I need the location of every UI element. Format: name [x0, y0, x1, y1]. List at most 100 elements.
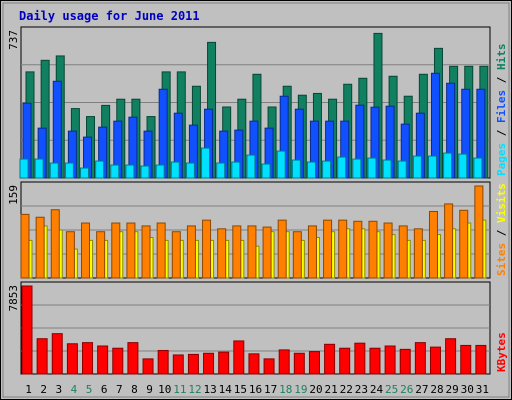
bar-pages-day-4 [64, 162, 74, 179]
bar-kbytes-day-17 [263, 358, 275, 375]
day-label-15: 15 [234, 383, 247, 396]
bar-kbytes-day-27 [414, 342, 426, 375]
legend: Pages / Files / Hits [495, 44, 508, 177]
bar-kbytes-day-11 [172, 354, 184, 375]
bar-pages-day-21 [322, 160, 332, 179]
bar-pages-day-24 [367, 157, 377, 179]
day-label-4: 4 [71, 383, 78, 396]
day-label-14: 14 [219, 383, 233, 396]
legend-sites: Sites [495, 243, 508, 276]
bar-sites-day-7 [111, 222, 121, 279]
bar-pages-day-17 [261, 163, 271, 179]
max-label: 7853 [7, 285, 20, 312]
day-label-24: 24 [370, 383, 384, 396]
day-label-17: 17 [264, 383, 277, 396]
bar-kbytes-day-13 [203, 352, 215, 375]
bar-pages-day-19 [291, 159, 301, 179]
max-label: 737 [7, 30, 20, 50]
bar-sites-day-31 [474, 185, 484, 279]
bar-pages-day-25 [382, 159, 392, 179]
chart-title: Daily usage for June 2011 [19, 9, 200, 23]
bar-pages-day-12 [185, 162, 195, 179]
bar-sites-day-11 [171, 231, 181, 279]
day-label-23: 23 [355, 383, 368, 396]
legend-kbytes: KBytes [495, 332, 508, 372]
bar-pages-day-26 [397, 160, 407, 179]
bar-sites-day-2 [35, 216, 45, 279]
day-label-18: 18 [279, 383, 292, 396]
day-label-7: 7 [116, 383, 123, 396]
bar-kbytes-day-21 [324, 343, 336, 375]
bar-pages-day-22 [337, 156, 347, 179]
bar-kbytes-day-6 [97, 345, 109, 375]
bar-pages-day-14 [216, 162, 226, 179]
day-label-3: 3 [56, 383, 63, 396]
bar-sites-day-20 [307, 225, 317, 279]
bar-sites-day-26 [398, 225, 408, 279]
bar-pages-day-18 [276, 150, 286, 179]
bar-kbytes-day-12 [187, 353, 199, 375]
day-label-13: 13 [203, 383, 216, 396]
panel-1: 737 Pages / Files / Hits [7, 26, 508, 179]
day-label-2: 2 [40, 383, 47, 396]
bar-sites-day-9 [141, 225, 151, 279]
bar-pages-day-30 [458, 153, 468, 179]
day-label-20: 20 [309, 383, 322, 396]
legend-separator: / [495, 70, 508, 90]
day-label-31: 31 [476, 383, 489, 396]
bar-pages-day-29 [443, 152, 453, 179]
day-label-9: 9 [146, 383, 153, 396]
bar-kbytes-day-19 [293, 352, 305, 375]
bar-pages-day-8 [125, 164, 135, 179]
legend-separator: / [495, 123, 508, 143]
bar-kbytes-day-9 [142, 358, 154, 375]
day-label-10: 10 [158, 383, 171, 396]
bar-sites-day-3 [50, 209, 60, 279]
bar-sites-day-4 [65, 231, 75, 279]
legend-hits: Hits [495, 44, 508, 71]
day-label-6: 6 [101, 383, 108, 396]
day-label-29: 29 [446, 383, 459, 396]
bar-kbytes-day-24 [369, 347, 381, 375]
bar-sites-day-23 [353, 220, 363, 279]
bar-sites-day-13 [202, 219, 212, 279]
bar-sites-day-16 [247, 225, 257, 279]
day-label-19: 19 [294, 383, 307, 396]
bar-pages-day-15 [231, 161, 241, 179]
bar-pages-day-2 [34, 158, 44, 179]
bar-kbytes-day-30 [460, 344, 472, 375]
bar-kbytes-day-20 [308, 351, 320, 375]
bar-pages-day-23 [352, 158, 362, 179]
day-label-25: 25 [385, 383, 398, 396]
panel-2: 159 Sites / Visits [7, 181, 508, 279]
bar-sites-day-29 [444, 203, 454, 279]
bar-pages-day-31 [473, 157, 483, 179]
legend-pages: Pages [495, 143, 508, 176]
bar-pages-day-3 [49, 162, 59, 179]
bar-sites-day-27 [413, 228, 423, 279]
bar-sites-day-24 [368, 220, 378, 279]
bar-kbytes-day-23 [354, 342, 366, 375]
bar-kbytes-day-22 [339, 347, 351, 375]
legend: Sites / Visits [495, 183, 508, 276]
bar-pages-day-28 [427, 155, 437, 179]
legend-visits: Visits [495, 183, 508, 223]
bar-pages-day-6 [95, 160, 105, 179]
bar-kbytes-day-25 [384, 345, 396, 375]
max-label: 159 [7, 185, 20, 205]
day-label-11: 11 [173, 383, 186, 396]
bar-sites-day-10 [156, 222, 166, 279]
bar-kbytes-day-7 [112, 347, 124, 375]
bar-sites-day-1 [20, 213, 30, 279]
bar-kbytes-day-18 [278, 349, 290, 375]
day-label-30: 30 [461, 383, 474, 396]
legend: KBytes [495, 332, 508, 372]
bar-sites-day-14 [217, 228, 227, 279]
bar-sites-day-30 [459, 209, 469, 279]
bar-pages-day-20 [306, 161, 316, 179]
legend-separator: / [495, 223, 508, 243]
bar-kbytes-day-14 [218, 351, 230, 375]
legend-files: Files [495, 90, 508, 123]
bar-sites-day-15 [232, 225, 242, 279]
